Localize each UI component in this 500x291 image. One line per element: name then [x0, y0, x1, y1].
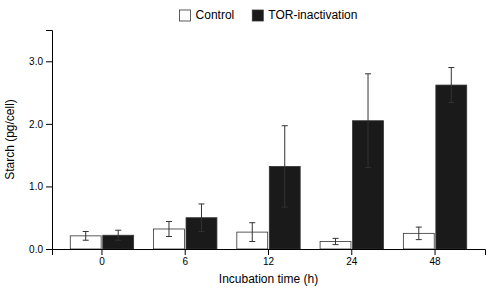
error-cap: [249, 241, 255, 242]
x-tick-label: 12: [263, 256, 275, 267]
bar: [436, 85, 467, 249]
y-tick-mark: [46, 61, 52, 62]
legend-item: Control: [180, 8, 235, 22]
error-cap: [333, 244, 339, 245]
error-bar: [365, 74, 371, 168]
error-cap: [365, 167, 371, 168]
error-cap: [448, 102, 454, 103]
error-bar: [166, 221, 172, 236]
legend-label: TOR-inactivation: [268, 8, 357, 22]
error-cap: [166, 221, 172, 222]
y-tick: 1.0: [29, 181, 52, 192]
y-tick-mark: [46, 249, 52, 250]
y-tick-label: 0.0: [29, 244, 43, 255]
x-tick: 24: [346, 249, 358, 267]
error-line: [284, 126, 285, 207]
x-tick-mark: [101, 249, 102, 255]
error-cap: [115, 240, 121, 241]
x-tick: 0: [99, 249, 105, 267]
y-axis-title: Starch (pg/cell): [3, 99, 17, 180]
y-tick-label: 3.0: [29, 56, 43, 67]
x-axis-title: Incubation time (h): [219, 272, 318, 286]
y-axis: 0.0 1.0 2.0 3.0: [29, 31, 52, 255]
x-tick-label: 48: [429, 256, 441, 267]
x-tick: 48: [429, 249, 441, 267]
error-cap: [282, 207, 288, 208]
error-line: [451, 68, 452, 103]
error-line: [85, 231, 86, 240]
chart: 0 6 12 24 48 0.0 1.0 2.0 3.0 Incubation time (h) S…: [0, 0, 500, 291]
error-bar: [249, 223, 255, 242]
error-cap: [365, 73, 371, 74]
error-line: [118, 230, 119, 240]
error-cap: [249, 222, 255, 223]
error-line: [335, 238, 336, 244]
x-tick: 6: [182, 249, 188, 267]
error-cap: [198, 231, 204, 232]
error-cap: [448, 67, 454, 68]
y-tick: 2.0: [29, 119, 52, 130]
error-cap: [83, 240, 89, 241]
x-tick-label: 0: [99, 256, 105, 267]
error-cap: [333, 238, 339, 239]
error-line: [368, 74, 369, 168]
x-tick-mark: [268, 249, 269, 255]
x-tick-mark: [185, 249, 186, 255]
x-tick-mark: [351, 249, 352, 255]
legend-item: TOR-inactivation: [252, 8, 357, 22]
error-cap: [198, 203, 204, 204]
y-tick: 3.0: [29, 56, 52, 67]
error-line: [201, 204, 202, 232]
error-bar: [416, 227, 422, 240]
error-cap: [282, 125, 288, 126]
marks: [70, 68, 466, 249]
y-tick-label: 2.0: [29, 119, 43, 130]
x-axis: 0 6 12 24 48: [53, 249, 486, 267]
error-cap: [83, 231, 89, 232]
y-tick-mark: [46, 124, 52, 125]
error-cap: [416, 227, 422, 228]
error-line: [418, 227, 419, 240]
legend-swatch: [252, 10, 263, 21]
x-axis-line: [53, 250, 486, 256]
x-tick: 12: [263, 249, 275, 267]
legend-swatch: [180, 10, 191, 21]
series: [103, 68, 467, 249]
y-tick-label: 1.0: [29, 181, 43, 192]
error-line: [168, 221, 169, 236]
y-tick-mark: [46, 186, 52, 187]
x-tick-label: 24: [346, 256, 358, 267]
error-bar: [282, 126, 288, 207]
legend: Control TOR-inactivation: [180, 8, 358, 22]
error-bar: [333, 238, 339, 244]
x-tick-label: 6: [182, 256, 188, 267]
error-line: [252, 223, 253, 242]
x-tick-mark: [435, 249, 436, 255]
error-bar: [198, 204, 204, 232]
y-axis-line: [46, 31, 53, 250]
error-bar: [83, 231, 89, 240]
error-cap: [416, 239, 422, 240]
plot-area: 0 6 12 24 48 0.0 1.0 2.0 3.0: [29, 31, 485, 268]
y-tick: 0.0: [29, 244, 52, 255]
error-cap: [166, 236, 172, 237]
legend-label: Control: [196, 8, 235, 22]
error-cap: [115, 230, 121, 231]
error-bar: [448, 68, 454, 103]
error-bar: [115, 230, 121, 240]
